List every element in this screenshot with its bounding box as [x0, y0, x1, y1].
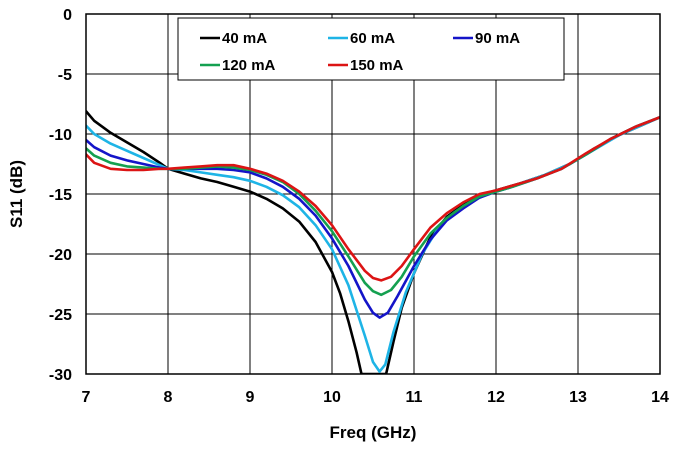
series-line-90-ma [86, 115, 660, 319]
y-tick-label: -5 [58, 67, 72, 84]
legend-label: 40 mA [222, 30, 267, 47]
x-tick-label: 10 [323, 389, 341, 406]
plot-frame [85, 13, 661, 375]
legend-item: 60 mA [328, 30, 395, 47]
legend-label: 90 mA [475, 30, 520, 47]
x-tick-label: 7 [82, 389, 91, 406]
y-tick-label: -25 [49, 307, 72, 324]
x-tick-label: 13 [569, 389, 587, 406]
x-tick-label: 12 [487, 389, 505, 406]
legend: 40 mA 60 mA 90 mA 120 mA 150 mA [177, 17, 565, 81]
legend-label: 120 mA [222, 57, 276, 74]
x-tick-label: 8 [164, 389, 173, 406]
series-line-150-ma [86, 115, 660, 282]
legend-item: 120 mA [200, 57, 276, 74]
y-tick-label: -20 [49, 247, 72, 264]
legend-item: 40 mA [200, 30, 267, 47]
series-line-40-ma [86, 109, 660, 374]
legend-item: 150 mA [328, 57, 404, 74]
legend-box [177, 17, 565, 81]
y-axis-label: S11 (dB) [7, 160, 26, 228]
x-axis-label: Freq (GHz) [330, 423, 417, 442]
series-layer [86, 109, 660, 374]
legend-label: 150 mA [350, 57, 404, 74]
series-line-120-ma [86, 115, 660, 297]
y-tick-label: 0 [63, 7, 72, 24]
legend-label: 60 mA [350, 30, 395, 47]
y-tick-label: -10 [49, 127, 72, 144]
y-tick-label: -30 [49, 367, 72, 384]
x-tick-label: 14 [651, 389, 669, 406]
x-tick-label: 11 [406, 389, 423, 406]
legend-item: 90 mA [453, 30, 520, 47]
series-line-60-ma [86, 115, 660, 373]
tick-labels: 7 8 9 10 11 12 13 14 0 -5 -10 -15 -20 -25 -30 [49, 7, 669, 406]
y-tick-label: -15 [49, 187, 72, 204]
x-tick-label: 9 [246, 389, 255, 406]
